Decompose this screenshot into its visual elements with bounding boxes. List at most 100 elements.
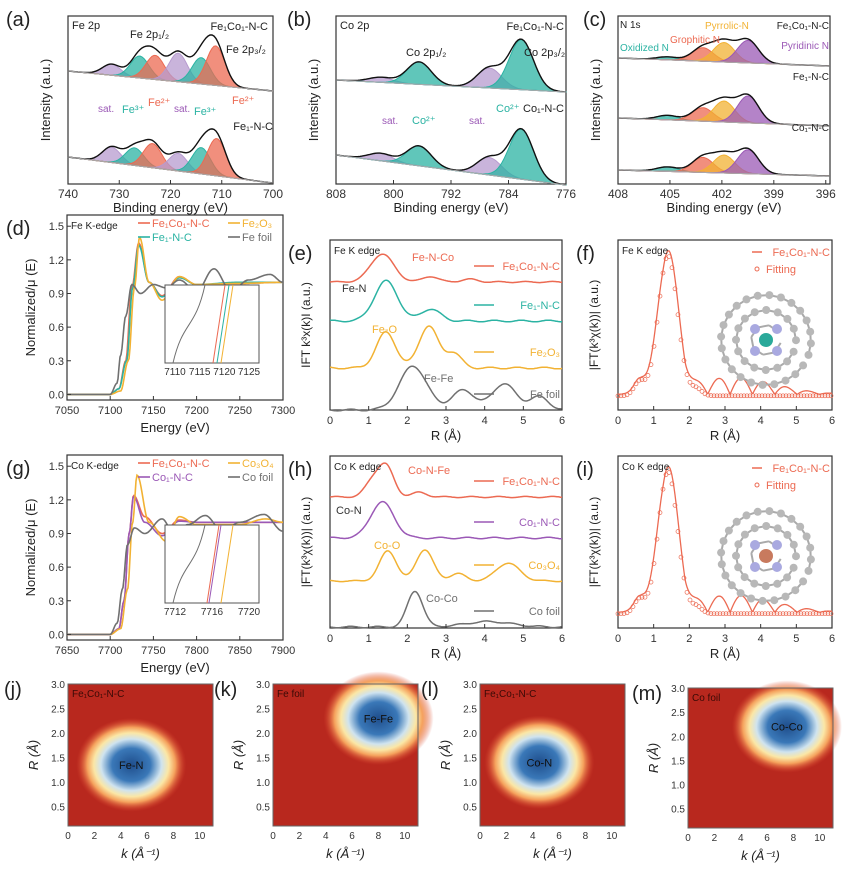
- inset-tick-label: 7110: [164, 367, 186, 378]
- fit-point: [660, 486, 666, 492]
- x-tick-label: 4: [118, 831, 124, 842]
- carbon-atom: [724, 526, 733, 535]
- y-tick-label: 2.5: [463, 704, 477, 715]
- fit-point: [747, 611, 753, 617]
- x-axis-label: R (Å): [710, 428, 740, 443]
- peak-label: Co 2p₁/₂: [406, 47, 446, 59]
- fit-point: [780, 611, 786, 617]
- y-tick-label: 3.0: [671, 684, 685, 695]
- fit-point: [699, 606, 705, 612]
- x-tick-label: 720: [160, 187, 180, 201]
- inset-series: [206, 524, 220, 604]
- y-tick-label: 2.0: [463, 729, 477, 740]
- fit-point: [822, 611, 828, 617]
- y-axis-label: Intensity (a.u.): [38, 59, 53, 141]
- fit-point: [717, 611, 723, 617]
- envelope-b-0: [335, 38, 567, 93]
- x-tick-label: 7700: [98, 645, 122, 657]
- x-tick-label: 5: [520, 415, 526, 427]
- carbon-atom: [791, 586, 800, 595]
- x-tick-label: 1: [366, 415, 372, 427]
- carbon-atom: [732, 517, 741, 526]
- fit-point: [720, 393, 726, 399]
- plot-frame: [479, 683, 626, 827]
- fit-point: [819, 393, 825, 399]
- sample-label: Fe₁-N-C: [793, 72, 829, 83]
- x-tick-label: 0: [65, 831, 71, 842]
- panel-letter-h: (h): [288, 459, 312, 481]
- panel-letter-c: (c): [583, 9, 606, 31]
- carbon-atom: [773, 579, 782, 588]
- fit-point: [666, 470, 672, 475]
- heatmap-blob: [76, 717, 187, 812]
- y-tick-label: 0.6: [49, 322, 64, 334]
- heatmap-blob: [731, 680, 842, 773]
- fit-point: [810, 393, 816, 399]
- fit-point: [714, 393, 720, 399]
- envelope-a-1: [67, 128, 273, 184]
- sample-label: Fe₁-N-C: [233, 121, 273, 133]
- carbon-atom: [761, 582, 770, 590]
- x-tick-label: 4: [738, 833, 744, 844]
- feature-label: Co-Co: [771, 722, 803, 734]
- x-tick-label: 399: [764, 187, 784, 201]
- carbon-atom: [791, 370, 800, 379]
- series-i-data: [617, 465, 833, 614]
- series-h-1: [329, 500, 562, 540]
- legend-label: Fe₂O₃: [530, 347, 560, 359]
- fit-point: [771, 393, 777, 399]
- carbon-atom: [750, 579, 759, 588]
- fit-point: [633, 381, 639, 387]
- fit-point: [744, 611, 750, 617]
- fit-point: [807, 611, 813, 617]
- y-tick-label: 1.2: [49, 495, 64, 507]
- series-e-0: [329, 253, 563, 284]
- fit-point: [798, 611, 804, 617]
- x-tick-label: 405: [660, 187, 680, 201]
- x-tick-label: 7300: [271, 405, 295, 417]
- x-tick-label: 6: [144, 831, 150, 842]
- x-tick-label: 6: [764, 833, 770, 844]
- wt-heatmap-j: [67, 683, 214, 827]
- x-tick-label: 6: [559, 415, 565, 427]
- y-tick-label: 0.0: [49, 389, 64, 401]
- legend-label: Fe₂O₃: [242, 218, 272, 230]
- legend-label: Co₃O₄: [528, 560, 560, 572]
- x-axis-label: R (Å): [431, 428, 461, 443]
- x-tick-label: 4: [482, 633, 488, 645]
- carbon-atom: [776, 293, 785, 302]
- y-tick-label: 2.0: [51, 729, 65, 740]
- peak-annotation: Co-N: [336, 505, 362, 517]
- sample-label: Fe₁Co₁-N-C: [210, 21, 268, 33]
- x-tick-label: 4: [482, 415, 488, 427]
- baseline: [67, 156, 274, 184]
- panel-letter-m: (m): [632, 683, 662, 705]
- carbon-atom: [736, 589, 745, 598]
- fit-point: [681, 575, 687, 581]
- fit-point: [711, 393, 717, 399]
- carbon-atom: [781, 592, 790, 601]
- inset-series: [216, 284, 230, 364]
- inset-series: [172, 524, 206, 604]
- fit-point: [828, 393, 834, 399]
- fit-point: [804, 393, 810, 399]
- carbon-atom: [740, 530, 749, 539]
- carbon-atom: [783, 530, 792, 539]
- carbon-atom: [804, 350, 813, 359]
- y-tick-label: 2.5: [671, 708, 685, 719]
- feature-label: Co-N: [526, 757, 552, 769]
- fit-point: [657, 293, 663, 299]
- x-tick-label: 7100: [98, 405, 122, 417]
- peak-label: Fe 2p₁/₂: [130, 29, 169, 41]
- carbon-atom: [734, 324, 743, 333]
- y-tick-label: 1.0: [463, 778, 477, 789]
- panel-letter-k: (k): [214, 679, 237, 701]
- nitrogen-atom: [750, 324, 760, 334]
- y-tick-label: 1.5: [256, 753, 270, 764]
- carbon-atom: [740, 357, 749, 366]
- panel-letter-l: (l): [421, 679, 439, 701]
- carbon-atom: [802, 316, 811, 325]
- nitrogen-atom: [750, 540, 760, 550]
- y-axis-label: R (Å): [26, 740, 41, 770]
- x-tick-label: 7150: [141, 405, 165, 417]
